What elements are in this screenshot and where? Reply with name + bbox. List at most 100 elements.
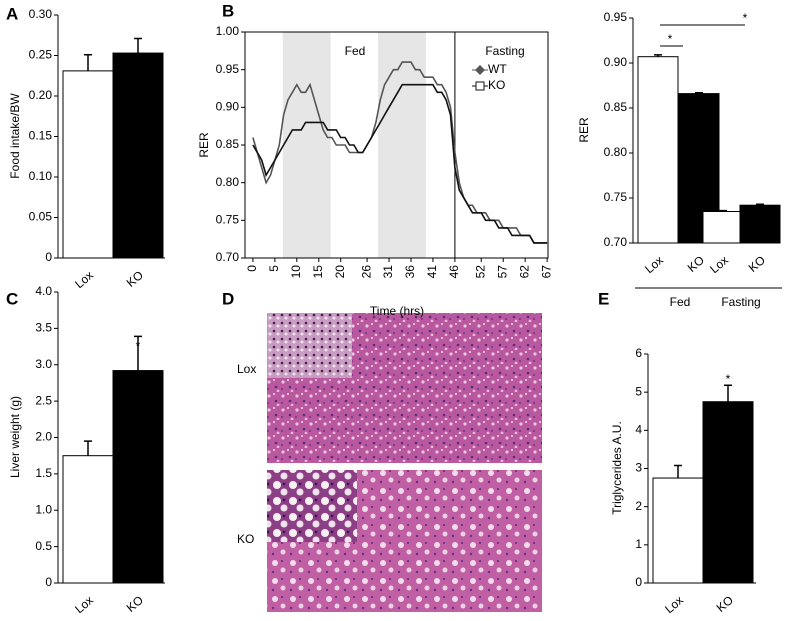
y-tick-label: 0.75 xyxy=(216,213,240,227)
panel-letter: C xyxy=(6,289,18,308)
y-tick-label: 0.85 xyxy=(604,100,628,114)
y-tick-label: 0.05 xyxy=(29,210,53,224)
panel-letter: A xyxy=(6,4,18,23)
y-tick-label: 1.0 xyxy=(35,502,52,516)
x-tick-label: KO xyxy=(124,593,146,615)
x-tick-label: Lox xyxy=(642,253,666,276)
significance-star: * xyxy=(668,32,673,46)
error-bar xyxy=(695,91,703,94)
x-tick-label: KO xyxy=(685,253,707,275)
y-tick-label: 4.0 xyxy=(35,284,52,298)
y-axis-label: Triglycerides A.U. xyxy=(610,421,624,515)
error-bar xyxy=(719,209,727,212)
dark-period xyxy=(378,32,426,258)
y-tick-label: 1 xyxy=(635,537,642,551)
legend-marker xyxy=(475,81,485,91)
error-bar xyxy=(756,203,764,206)
histology xyxy=(267,313,542,612)
period-label: Fed xyxy=(345,44,366,58)
legend-marker xyxy=(475,65,485,75)
series-line xyxy=(252,83,548,244)
x-tick-label: 5 xyxy=(267,265,281,272)
legend-label: KO xyxy=(488,78,505,92)
y-tick-label: 2.0 xyxy=(35,430,52,444)
y-tick-label: 0.20 xyxy=(29,88,53,102)
y-axis-label: RER xyxy=(577,117,591,143)
y-tick-label: 2.5 xyxy=(35,393,52,407)
x-tick-label: Lox xyxy=(72,593,96,616)
error-bar xyxy=(724,384,732,402)
panel-letter: D xyxy=(222,289,234,308)
image-label: KO xyxy=(237,532,254,546)
period-label: Fasting xyxy=(485,44,524,58)
dark-period xyxy=(282,32,331,258)
group-label: Fasting xyxy=(721,295,760,309)
x-tick-label: KO xyxy=(714,593,736,615)
y-tick-label: 0.95 xyxy=(604,10,628,24)
x-tick-label: 26 xyxy=(359,265,373,279)
x-tick-label: 41 xyxy=(425,265,439,279)
histology-inset-lox xyxy=(267,313,352,378)
y-tick-label: 0.30 xyxy=(29,7,53,21)
bar xyxy=(112,370,164,584)
panel-letter: B xyxy=(222,1,234,20)
y-tick-label: 0.80 xyxy=(604,145,628,159)
bar xyxy=(637,56,679,244)
y-tick-label: 3.0 xyxy=(35,357,52,371)
y-tick-label: 0 xyxy=(45,250,52,264)
x-axis-label: Time (hrs) xyxy=(370,304,424,318)
y-tick-label: 0.15 xyxy=(29,129,53,143)
y-tick-label: 0.25 xyxy=(29,48,53,62)
image-label: Lox xyxy=(237,362,256,376)
y-tick-label: 0.5 xyxy=(35,539,52,553)
error-bar xyxy=(134,37,142,54)
panel-letter: E xyxy=(598,289,609,308)
x-tick-label: 15 xyxy=(311,265,325,279)
histology-inset-ko xyxy=(267,470,357,542)
y-axis-label: Food intake/BW xyxy=(8,93,22,179)
error-bar xyxy=(654,54,662,57)
legend-label: WT xyxy=(488,62,507,76)
y-tick-label: 1.00 xyxy=(216,24,240,38)
y-tick-label: 0.95 xyxy=(216,62,240,76)
x-tick-label: 57 xyxy=(495,265,509,279)
y-tick-label: 3 xyxy=(635,461,642,475)
x-tick-label: KO xyxy=(124,268,146,290)
bar xyxy=(62,455,114,584)
error-bar xyxy=(674,464,682,479)
x-tick-label: 62 xyxy=(517,265,531,279)
y-tick-label: 5 xyxy=(635,384,642,398)
x-tick-label: KO xyxy=(746,253,768,275)
error-bar xyxy=(134,335,142,371)
series-line xyxy=(252,61,548,244)
y-tick-label: 1.5 xyxy=(35,466,52,480)
bar xyxy=(739,204,781,244)
x-tick-label: 52 xyxy=(473,265,487,279)
bar xyxy=(112,52,164,259)
x-tick-label: 46 xyxy=(447,265,461,279)
x-tick-label: 36 xyxy=(403,265,417,279)
y-tick-label: 0 xyxy=(45,575,52,589)
y-tick-label: 0.80 xyxy=(216,175,240,189)
y-tick-label: 0.85 xyxy=(216,137,240,151)
y-tick-label: 0 xyxy=(635,575,642,589)
error-bar xyxy=(84,53,92,71)
y-tick-label: 0.70 xyxy=(604,235,628,249)
x-tick-label: 31 xyxy=(381,265,395,279)
bar xyxy=(702,211,744,244)
significance-star: * xyxy=(743,11,748,25)
error-bar xyxy=(84,440,92,456)
y-tick-label: 6 xyxy=(635,346,642,360)
bar xyxy=(702,401,754,584)
y-tick-label: 3.5 xyxy=(35,321,52,335)
y-tick-label: 0.70 xyxy=(216,250,240,264)
x-tick-label: Lox xyxy=(662,593,686,616)
y-tick-label: 0.90 xyxy=(604,55,628,69)
group-label: Fed xyxy=(670,295,691,309)
bar xyxy=(652,477,704,584)
x-tick-label: Lox xyxy=(72,268,96,291)
y-axis-label: RER xyxy=(197,132,211,158)
x-tick-label: 10 xyxy=(289,265,303,279)
significance-star: * xyxy=(136,339,141,353)
